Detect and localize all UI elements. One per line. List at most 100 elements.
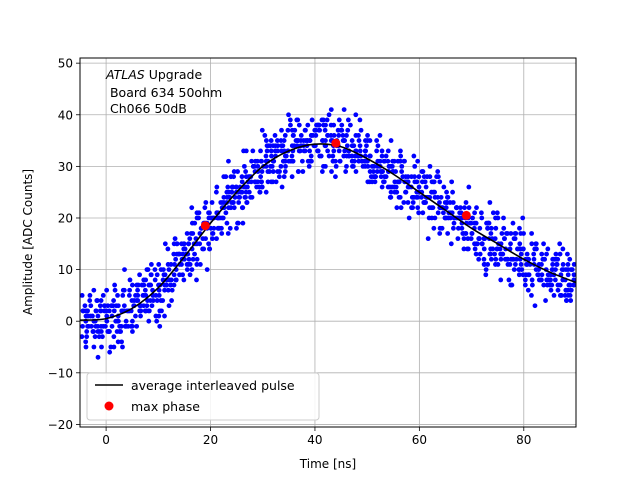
sample-point [297,148,303,154]
sample-point [532,303,538,309]
sample-point [336,133,342,138]
sample-point [259,184,265,190]
sample-point [541,282,547,288]
sample-point [238,189,244,195]
sample-point [531,256,537,262]
sample-point [432,189,437,195]
sample-point [481,236,487,242]
sample-point [388,189,394,195]
sample-point [279,127,284,133]
sample-point [468,236,474,242]
sample-point [483,267,489,272]
sample-point [437,231,443,236]
sample-point [237,194,243,200]
sample-point [242,194,248,200]
svg-text:ATLAS Upgrade: ATLAS Upgrade [105,67,202,82]
sample-point [197,262,203,267]
sample-point [187,236,193,242]
sample-point [194,277,199,283]
sample-point [363,148,369,154]
sample-point [100,292,106,298]
sample-point [206,241,211,247]
sample-point [317,127,323,133]
sample-point [517,241,523,247]
sample-point [323,138,328,143]
sample-point [342,138,348,143]
sample-point [203,236,208,242]
sample-point [91,287,97,293]
sample-point [522,277,528,283]
sample-point [322,127,328,133]
sample-point [308,153,314,159]
sample-point [411,153,417,159]
sample-point [286,112,291,118]
sample-point [350,163,356,169]
sample-point [252,163,257,169]
sample-point [518,251,524,257]
sample-point [231,169,237,174]
sample-point [111,298,116,303]
annotation-channel: Ch066 50dB [106,101,187,116]
sample-point [115,339,121,345]
sample-point [560,246,566,252]
sample-point [425,236,431,242]
sample-point [468,220,474,226]
sample-point [290,158,296,164]
sample-point [324,117,330,123]
sample-point [214,184,220,190]
sample-point [207,246,212,252]
sample-point [546,277,552,283]
sample-point [318,153,324,159]
sample-point [135,282,141,288]
sample-point [512,231,518,236]
sample-point [374,138,380,143]
sample-point [269,153,274,159]
sample-point [495,262,501,267]
sample-point [190,256,196,262]
sample-point [135,292,141,298]
sample-point [525,287,531,293]
sample-point [302,148,308,154]
sample-point [173,277,179,283]
sample-point [401,158,407,164]
sample-point [105,303,111,309]
y-tick-label: 0 [65,315,73,329]
sample-point [466,205,472,211]
y-axis-ticks: −20 −10 0 10 20 30 40 50 [48,57,80,432]
sample-point [187,272,193,278]
sample-point [154,272,160,278]
sample-point [385,158,391,164]
sample-point [228,205,234,211]
sample-point [493,256,499,262]
sample-point [349,138,355,143]
sample-point [239,174,245,180]
sample-point [115,292,120,298]
sample-point [378,174,384,180]
sample-point [343,169,349,174]
sample-point [143,277,149,283]
sample-point [406,215,412,221]
sample-point [568,287,574,293]
sample-point [488,225,494,231]
sample-point [160,267,166,272]
sample-point [275,169,281,174]
average-pulse-curve [80,143,576,321]
sample-point [455,225,461,231]
sample-point [518,262,524,267]
sample-point [259,127,265,133]
sample-point [393,169,399,174]
sample-point [135,298,141,303]
sample-point [202,205,208,211]
sample-point [143,292,149,298]
sample-point [381,179,387,185]
max-phase-point [331,138,341,148]
sample-point [490,210,496,216]
sample-point [336,148,342,154]
sample-point [427,174,433,180]
sample-point [357,148,363,154]
sample-point [531,251,537,257]
sample-point [239,205,245,211]
sample-point [154,318,160,324]
sample-point [139,282,145,288]
